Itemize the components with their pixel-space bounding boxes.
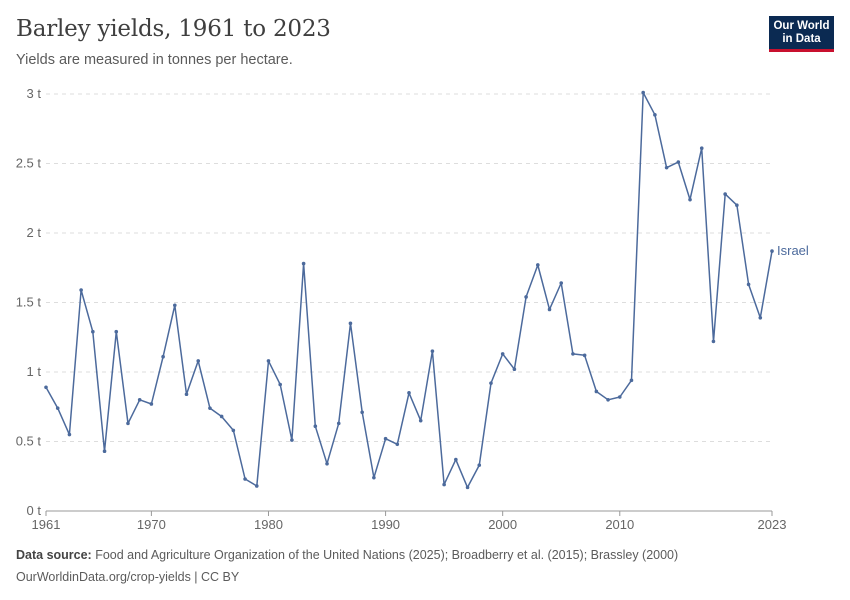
data-point[interactable]: [512, 367, 517, 372]
data-point[interactable]: [184, 392, 189, 397]
data-point[interactable]: [44, 385, 48, 390]
chart-title: Barley yields, 1961 to 2023: [16, 16, 331, 42]
data-point[interactable]: [149, 402, 154, 406]
data-point[interactable]: [711, 339, 716, 344]
data-point[interactable]: [582, 353, 587, 358]
data-point[interactable]: [137, 398, 142, 402]
data-point[interactable]: [770, 249, 774, 253]
data-point[interactable]: [465, 485, 470, 490]
data-point[interactable]: [735, 203, 739, 207]
data-point[interactable]: [348, 321, 353, 326]
y-axis: 0 t 0.5 t 1 t 1.5 t 2 t 2.5 t 3 t: [16, 86, 42, 518]
x-tick-label: 1970: [137, 517, 166, 532]
series-label-israel[interactable]: Israel: [777, 243, 809, 258]
data-point[interactable]: [102, 449, 107, 454]
data-source-text[interactable]: Food and Agriculture Organization of the…: [95, 548, 679, 562]
x-tick-label: 1961: [32, 517, 61, 532]
data-point[interactable]: [325, 461, 329, 466]
data-point[interactable]: [231, 428, 236, 433]
data-point[interactable]: [336, 421, 341, 426]
x-tick-label: 1990: [371, 517, 400, 532]
line-chart: 0 t 0.5 t 1 t 1.5 t 2 t 2.5 t 3 t 1961 1970 1980…: [16, 86, 809, 532]
data-point[interactable]: [594, 389, 599, 394]
data-point[interactable]: [442, 482, 446, 487]
data-point[interactable]: [161, 354, 165, 359]
data-source-label: Data source:: [16, 548, 92, 562]
data-point[interactable]: [278, 382, 282, 387]
data-point[interactable]: [536, 263, 540, 267]
data-point[interactable]: [372, 475, 376, 480]
grid-lines: [46, 93, 772, 442]
data-point[interactable]: [266, 359, 271, 363]
data-point[interactable]: [418, 418, 423, 423]
y-tick-label: 1.5 t: [16, 295, 42, 310]
data-point[interactable]: [500, 352, 505, 356]
data-point[interactable]: [79, 288, 83, 292]
data-point[interactable]: [430, 349, 435, 353]
data-point[interactable]: [301, 261, 306, 266]
data-point[interactable]: [664, 165, 669, 170]
data-point[interactable]: [395, 442, 400, 447]
data-point[interactable]: [173, 303, 177, 308]
x-axis: 1961 1970 1980 1990 2000 2010 2023: [32, 510, 787, 532]
data-point[interactable]: [746, 282, 751, 287]
data-point[interactable]: [208, 406, 212, 410]
data-point[interactable]: [55, 406, 60, 410]
data-point[interactable]: [477, 463, 482, 467]
data-point[interactable]: [219, 414, 224, 419]
y-tick-label: 0.5 t: [16, 434, 42, 449]
data-point[interactable]: [407, 391, 411, 395]
data-point[interactable]: [559, 281, 564, 285]
series-line-israel[interactable]: [45, 91, 773, 489]
logo-line-2: in Data: [782, 33, 821, 45]
y-tick-label: 2.5 t: [16, 156, 42, 171]
data-point[interactable]: [243, 477, 247, 481]
data-point[interactable]: [114, 329, 119, 334]
y-tick-label: 0 t: [27, 503, 42, 518]
owid-logo[interactable]: Our World in Data: [769, 16, 834, 52]
data-point[interactable]: [571, 352, 575, 356]
data-point[interactable]: [653, 113, 657, 117]
data-point[interactable]: [617, 395, 622, 399]
data-point[interactable]: [524, 295, 528, 299]
data-point[interactable]: [126, 421, 130, 426]
series-layer: Israel: [44, 90, 809, 490]
data-point[interactable]: [688, 197, 692, 202]
data-point[interactable]: [629, 378, 634, 383]
data-point[interactable]: [67, 432, 72, 437]
x-tick-label: 2010: [605, 517, 634, 532]
data-source: Data source: Food and Agriculture Organi…: [16, 548, 678, 562]
data-point[interactable]: [547, 307, 552, 312]
data-point[interactable]: [676, 160, 681, 164]
data-point[interactable]: [313, 424, 318, 429]
x-tick-label: 2000: [488, 517, 517, 532]
data-point[interactable]: [489, 381, 493, 385]
data-point[interactable]: [383, 436, 388, 441]
logo-line-1: Our World: [773, 20, 830, 32]
y-tick-label: 1 t: [27, 364, 42, 379]
data-point[interactable]: [699, 146, 704, 151]
data-point[interactable]: [641, 90, 645, 95]
x-tick-label: 1980: [254, 517, 283, 532]
data-point[interactable]: [606, 398, 610, 402]
url-license[interactable]: OurWorldinData.org/crop-yields | CC BY: [16, 570, 240, 584]
data-point[interactable]: [290, 438, 294, 442]
data-point[interactable]: [91, 329, 95, 334]
data-point[interactable]: [360, 410, 364, 415]
data-point[interactable]: [454, 457, 458, 462]
y-tick-label: 2 t: [27, 225, 42, 240]
chart-subtitle: Yields are measured in tonnes per hectar…: [16, 52, 293, 68]
x-tick-label: 2023: [758, 517, 787, 532]
y-tick-label: 3 t: [27, 86, 42, 101]
data-point[interactable]: [254, 484, 259, 488]
data-point[interactable]: [196, 359, 201, 363]
data-point[interactable]: [723, 192, 727, 196]
data-point[interactable]: [758, 315, 763, 320]
